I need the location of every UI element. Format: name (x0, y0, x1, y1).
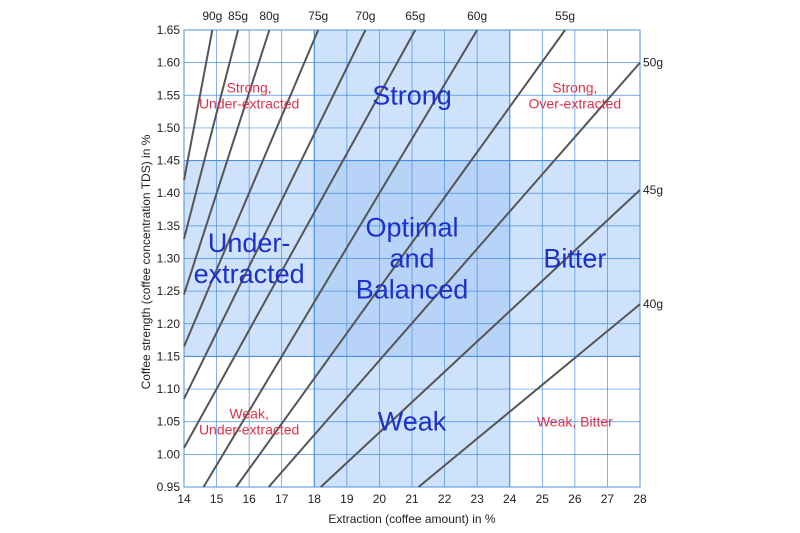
zone-label-text: Strong, (552, 79, 597, 95)
dose-label-40g: 40g (643, 297, 663, 311)
y-tick-label: 1.30 (157, 252, 181, 266)
dose-label-75g: 75g (308, 9, 328, 23)
x-tick-label: 16 (242, 492, 256, 506)
y-axis-title: Coffee strength (coffee concentration TD… (139, 134, 153, 389)
dose-lines (183, 29, 641, 488)
dose-label-85g: 85g (228, 9, 248, 23)
dose-line-70g (183, 29, 367, 400)
zone-label-text: Balanced (356, 275, 469, 305)
x-tick-label: 14 (177, 492, 191, 506)
zone-label-text: and (389, 244, 434, 274)
y-tick-label: 1.65 (157, 23, 181, 37)
y-tick-label: 1.15 (157, 349, 181, 363)
y-tick-label: 1.55 (157, 88, 181, 102)
dose-line-labels: 90g 85g 80g 75g 70g 65g 60g 55g 50g 45g 40g (202, 9, 663, 311)
zone-labels: Strong,Under-extracted Strong Strong,Over-… (194, 79, 622, 437)
dose-line-55g (235, 29, 566, 488)
zone-label-text: Weak (378, 407, 447, 437)
dose-label-50g: 50g (643, 56, 663, 70)
dose-line-85g (183, 29, 240, 240)
x-tick-label: 24 (503, 492, 517, 506)
zone-label-text: Optimal (365, 213, 458, 243)
y-tick-label: 1.20 (157, 317, 181, 331)
y-tick-label: 1.35 (157, 219, 181, 233)
zone-label-text: Strong, (227, 79, 272, 95)
plot-frame (183, 29, 641, 488)
y-tick-label: 1.45 (157, 154, 181, 168)
zone-label-text: extracted (194, 259, 305, 289)
dose-line-60g (202, 29, 479, 488)
x-tick-label: 28 (633, 492, 647, 506)
zone-label-text: Under- (208, 228, 291, 258)
x-tick-label: 26 (568, 492, 582, 506)
zone-label-text: Under-extracted (199, 95, 299, 111)
x-tick-label: 25 (536, 492, 550, 506)
x-tick-label: 21 (405, 492, 419, 506)
x-axis-ticks: 14 15 16 17 18 19 20 21 22 23 24 25 26 27 28 (177, 492, 647, 506)
y-tick-label: 1.05 (157, 415, 181, 429)
zone-label-text: Over-extracted (529, 95, 622, 111)
x-tick-label: 27 (601, 492, 615, 506)
dose-label-65g: 65g (405, 9, 425, 23)
y-tick-label: 1.00 (157, 447, 181, 461)
x-tick-label: 17 (275, 492, 289, 506)
zone-label-text: Under-extracted (199, 422, 299, 438)
dose-label-60g: 60g (467, 9, 487, 23)
zone-label-text: Weak, (229, 406, 268, 422)
y-tick-label: 1.50 (157, 121, 181, 135)
dose-line-65g (183, 29, 417, 449)
y-tick-label: 1.60 (157, 56, 181, 70)
dose-label-45g: 45g (643, 183, 663, 197)
dose-label-80g: 80g (259, 9, 279, 23)
x-tick-label: 22 (438, 492, 452, 506)
dose-label-70g: 70g (355, 9, 375, 23)
zone-label-text: Weak, Bitter (537, 414, 613, 430)
dose-line-90g (183, 29, 214, 181)
x-tick-label: 19 (340, 492, 354, 506)
y-tick-label: 1.10 (157, 382, 181, 396)
y-axis-ticks: 0.95 1.00 1.05 1.10 1.15 1.20 1.25 1.30 1.35 1.40… (157, 23, 181, 494)
y-tick-label: 1.25 (157, 284, 181, 298)
dose-line-40g (417, 303, 641, 488)
dose-line-80g (183, 29, 271, 295)
zone-label-text: Strong (372, 80, 452, 110)
zone-label-text: Bitter (543, 244, 606, 274)
dose-line-50g (267, 61, 641, 488)
dose-label-55g: 55g (555, 9, 575, 23)
dose-line-75g (183, 29, 320, 348)
dose-line-45g (320, 189, 641, 488)
x-tick-label: 18 (308, 492, 322, 506)
y-tick-label: 0.95 (157, 480, 181, 494)
x-tick-label: 23 (470, 492, 484, 506)
y-tick-label: 1.40 (157, 186, 181, 200)
x-axis-title: Extraction (coffee amount) in % (328, 512, 496, 526)
dose-label-90g: 90g (202, 9, 222, 23)
x-tick-label: 15 (210, 492, 224, 506)
x-tick-label: 20 (373, 492, 387, 506)
